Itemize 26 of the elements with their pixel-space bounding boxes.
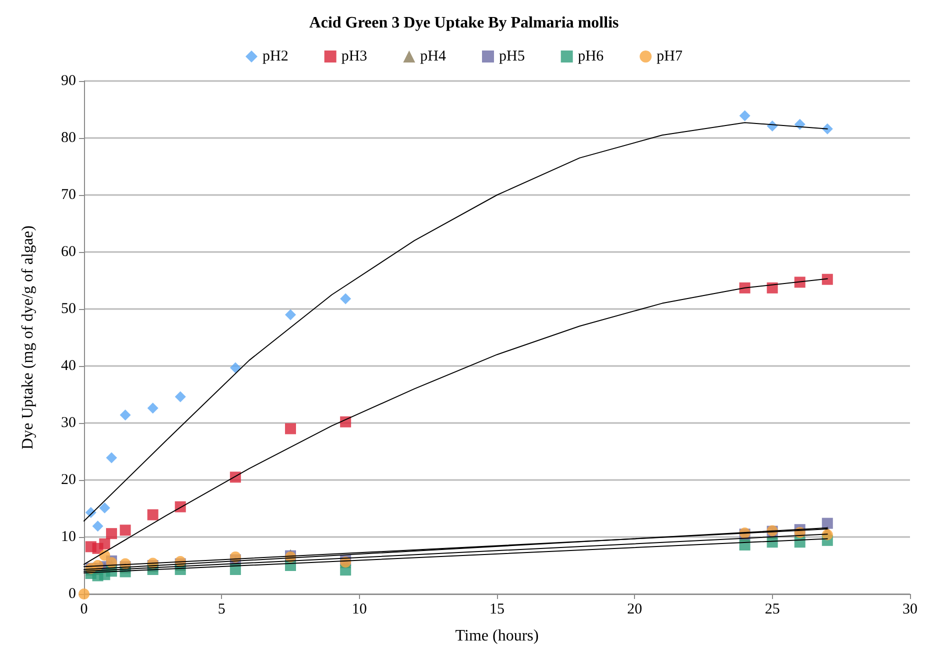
x-axis-title: Time (hours) xyxy=(455,628,539,644)
y-tick-label: 10 xyxy=(61,529,76,545)
x-tick-label: 10 xyxy=(352,602,367,618)
y-tick-label: 90 xyxy=(61,73,76,89)
legend-label: pH3 xyxy=(341,48,368,64)
y-axis-title: Dye Uptake (mg of dye/g of algae) xyxy=(20,226,36,450)
y-tick-label: 70 xyxy=(61,187,76,203)
legend-label: pH5 xyxy=(499,48,525,64)
x-tick-label: 20 xyxy=(627,602,642,618)
legend-label: pH2 xyxy=(262,48,288,64)
x-tick-label: 15 xyxy=(490,602,504,618)
y-tick-label: 60 xyxy=(61,244,76,260)
y-tick-label: 50 xyxy=(61,301,76,317)
y-tick-label: 20 xyxy=(61,472,76,488)
y-tick-label: 30 xyxy=(61,415,76,431)
legend-label: pH4 xyxy=(420,48,446,64)
x-tick-label: 25 xyxy=(764,602,780,618)
x-tick-label: 30 xyxy=(902,602,918,618)
x-tick-label: 0 xyxy=(80,602,88,618)
y-tick-label: 80 xyxy=(61,130,76,146)
x-tick-label: 5 xyxy=(218,602,226,618)
chart-title: Acid Green 3 Dye Uptake By Palmaria mollis xyxy=(309,14,619,32)
y-tick-label: 40 xyxy=(61,358,76,374)
legend-label: pH6 xyxy=(578,48,604,64)
y-tick-label: 0 xyxy=(68,586,76,602)
legend-label: pH7 xyxy=(656,48,683,64)
